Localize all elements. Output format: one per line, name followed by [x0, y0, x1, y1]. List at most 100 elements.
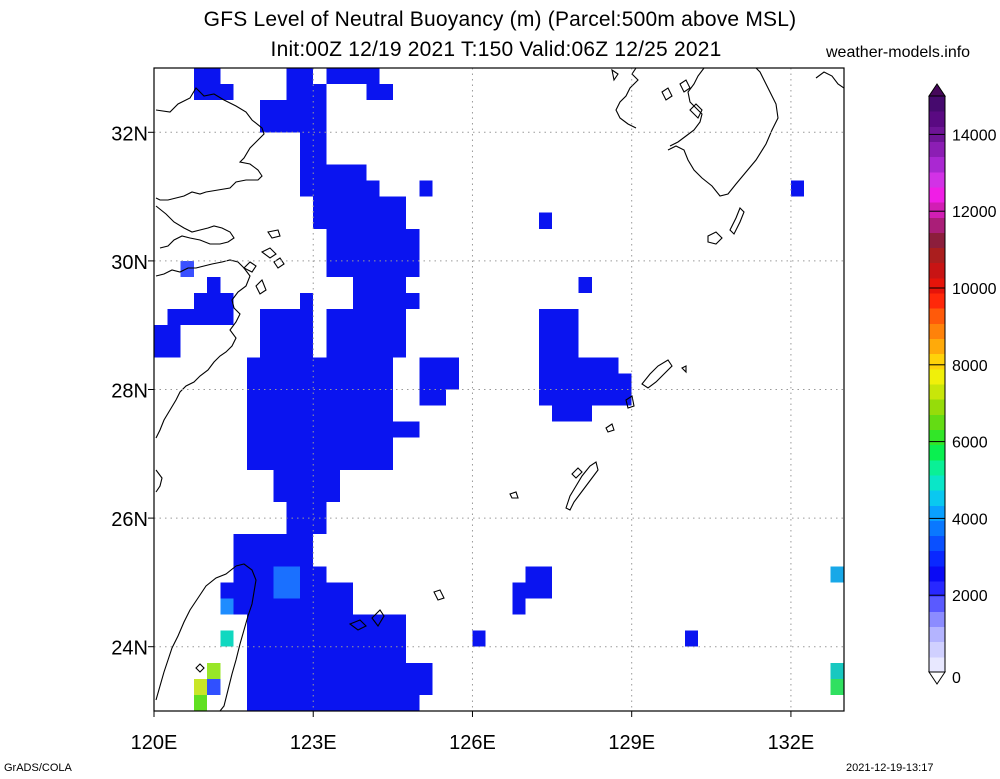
buoyancy-cell [366, 180, 380, 197]
colorbar-swatch [929, 368, 945, 385]
buoyancy-cell [419, 357, 446, 406]
colorbar-swatch [929, 474, 945, 491]
nagasaki-coast [689, 103, 703, 119]
buoyancy-cell [406, 662, 433, 695]
buoyancy-cell [538, 309, 579, 358]
kyushu-coastline [615, 68, 779, 197]
colorbar-swatch [929, 459, 945, 476]
buoyancy-cell [299, 293, 314, 326]
buoyancy-cell [246, 357, 393, 470]
colorbar-max-arrow [928, 83, 946, 97]
yangtze-estuary [155, 205, 235, 249]
colorbar-label: 6000 [952, 435, 988, 452]
yakushima-island [707, 231, 723, 245]
lon-tick-label: 120E [131, 732, 178, 754]
colorbar-swatch [929, 490, 945, 506]
buoyancy-cell-high [830, 678, 844, 695]
colorbar-swatch [929, 414, 945, 430]
colorbar-swatch [929, 338, 945, 355]
miyako-island [433, 589, 445, 601]
colorbar-label: 8000 [952, 358, 988, 375]
buoyancy-cell [299, 132, 327, 197]
colorbar-swatch [929, 247, 945, 264]
colorbar-swatch [929, 293, 945, 309]
buoyancy-cell [445, 357, 460, 390]
kerama-island [509, 491, 519, 499]
colorbar-swatch [929, 641, 945, 658]
buoyancy-cell [578, 276, 592, 294]
buoyancy-cell [193, 293, 234, 326]
buoyancy-cell [392, 421, 420, 438]
zhoushan-islands [243, 229, 285, 295]
buoyancy-cell [326, 164, 367, 197]
buoyancy-cell [246, 678, 420, 711]
colorbar-label: 4000 [952, 511, 988, 528]
shikoku-coast [815, 71, 844, 89]
buoyancy-cell [472, 630, 486, 647]
buoyancy-cell [273, 469, 340, 503]
buoyancy-cell-high [193, 678, 208, 695]
taiwan-coastline [155, 563, 257, 711]
colorbar-swatch [929, 520, 945, 537]
colorbar-swatch [929, 581, 945, 597]
colorbar-label: 2000 [952, 588, 988, 605]
chart-title: GFS Level of Neutral Buoyancy (m) (Parce… [203, 8, 797, 31]
buoyancy-cell [220, 84, 234, 101]
colorbar-swatch [929, 308, 945, 324]
buoyancy-cell [326, 68, 380, 85]
colorbar-swatch [929, 186, 945, 203]
buoyancy-field [154, 68, 844, 711]
colorbar-swatch [929, 656, 945, 673]
buoyancy-cell [353, 276, 407, 310]
buoyancy-cell [525, 566, 553, 599]
colorbar-swatch [929, 141, 945, 158]
footer-timestamp: 2021-12-19-13:17 [846, 762, 934, 774]
colorbar-swatch [929, 217, 945, 233]
buoyancy-cell [207, 276, 221, 294]
buoyancy-cell [260, 100, 327, 133]
buoyancy-cell [618, 373, 632, 406]
lon-tick-label: 129E [608, 732, 655, 754]
zhejiang-coast [155, 259, 251, 439]
buoyancy-cell-high [220, 630, 234, 647]
colorbar-label: 12000 [952, 204, 997, 221]
lon-tick-label: 126E [449, 732, 496, 754]
buoyancy-cell [538, 212, 553, 229]
buoyancy-cell [366, 84, 393, 101]
colorbar-label: 0 [952, 670, 961, 687]
buoyancy-cell-high [273, 566, 300, 599]
coastlines [155, 68, 844, 711]
axis-ticks: 120E 123E 126E 129E 132E 32N 30N 28N 26N 24N [111, 123, 814, 754]
colorbar-swatch [929, 626, 945, 643]
tanegashima-island [729, 207, 745, 235]
lon-tick-label: 132E [768, 732, 815, 754]
lon-tick-label: 123E [290, 732, 337, 754]
footer-credit: GrADS/COLA [4, 762, 72, 774]
buoyancy-cell [313, 196, 407, 229]
fujian-coast [155, 469, 163, 493]
colorbar-swatch [929, 202, 945, 218]
colorbar-swatch [929, 277, 945, 294]
buoyancy-cell [154, 325, 181, 358]
buoyancy-cell-high [220, 598, 234, 615]
colorbar-label: 10000 [952, 281, 997, 298]
lat-tick-label: 28N [111, 381, 148, 403]
site-credit: weather-models.info [826, 44, 971, 61]
colorbar-swatch [929, 156, 945, 173]
buoyancy-cell [419, 180, 433, 197]
colorbar-label: 14000 [952, 127, 997, 144]
colorbar-swatch [929, 323, 945, 340]
lat-tick-label: 32N [111, 123, 148, 145]
tokunoshima-island [605, 395, 635, 433]
buoyancy-cell [538, 357, 619, 406]
buoyancy-cell [326, 228, 420, 277]
okinawa-island [565, 461, 599, 511]
lat-tick-label: 26N [111, 509, 148, 531]
colorbar-swatch [929, 550, 945, 567]
amami-island [641, 359, 673, 389]
colorbar-swatch [929, 429, 945, 446]
colorbar-swatch [929, 596, 945, 612]
colorbar-swatch [929, 353, 945, 370]
colorbar-swatch [929, 384, 945, 400]
